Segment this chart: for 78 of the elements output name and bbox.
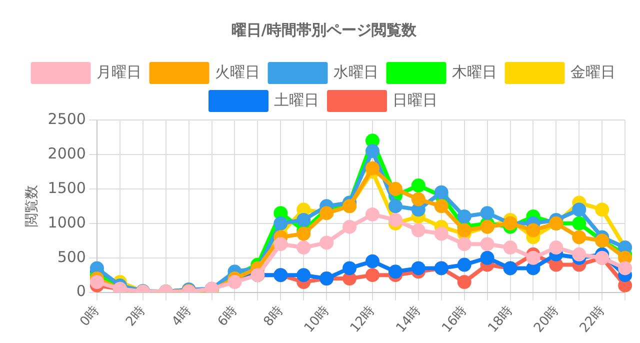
point bbox=[365, 254, 380, 268]
point bbox=[503, 240, 518, 255]
point bbox=[365, 207, 380, 222]
point bbox=[411, 192, 426, 206]
point bbox=[388, 182, 402, 196]
point bbox=[388, 264, 402, 279]
point bbox=[434, 199, 448, 214]
legend-label: 月曜日 bbox=[96, 62, 142, 81]
point bbox=[274, 206, 288, 220]
legend-label: 日曜日 bbox=[392, 90, 438, 109]
point bbox=[342, 272, 357, 286]
point bbox=[572, 230, 586, 244]
x-tick-label: 0時 bbox=[77, 303, 103, 330]
point bbox=[572, 247, 586, 262]
point bbox=[595, 202, 610, 217]
x-tick-label: 2時 bbox=[123, 303, 149, 330]
x-tick-label: 10時 bbox=[302, 303, 332, 336]
point bbox=[411, 178, 426, 192]
y-tick-label: 1500 bbox=[48, 178, 86, 197]
point bbox=[618, 261, 632, 276]
point bbox=[228, 275, 242, 289]
y-axis-title: 閲覧数 bbox=[24, 185, 40, 228]
y-tick-label: 2000 bbox=[48, 144, 86, 162]
legend-label: 水曜日 bbox=[333, 62, 378, 81]
point bbox=[457, 237, 472, 252]
point bbox=[457, 275, 472, 289]
legend-label: 金曜日 bbox=[570, 62, 616, 81]
point bbox=[274, 237, 288, 252]
x-tick-label: 20時 bbox=[531, 303, 562, 336]
y-tick-label: 2500 bbox=[48, 110, 86, 128]
point bbox=[480, 237, 494, 252]
x-tick-label: 4時 bbox=[169, 303, 194, 330]
point bbox=[365, 134, 380, 148]
chart-title: 曜日/時間帯別ページ閲覧数 bbox=[231, 20, 418, 39]
point bbox=[618, 278, 632, 292]
point bbox=[296, 268, 311, 282]
point bbox=[90, 261, 104, 276]
point bbox=[572, 216, 586, 230]
point bbox=[365, 161, 380, 176]
point bbox=[365, 268, 380, 282]
point bbox=[411, 202, 426, 217]
legend-label: 火曜日 bbox=[214, 62, 260, 81]
point bbox=[296, 202, 311, 217]
point bbox=[572, 202, 586, 217]
point bbox=[342, 220, 357, 234]
point bbox=[411, 223, 426, 238]
point bbox=[365, 144, 380, 158]
point bbox=[549, 240, 564, 255]
point bbox=[434, 226, 448, 241]
point bbox=[526, 250, 540, 265]
point bbox=[411, 261, 426, 276]
x-tick-label: 18時 bbox=[485, 303, 516, 336]
point bbox=[480, 250, 494, 265]
x-tick-label: 14時 bbox=[394, 303, 424, 336]
x-tick-label: 22時 bbox=[577, 303, 608, 336]
point bbox=[457, 258, 472, 272]
point bbox=[342, 261, 357, 276]
point bbox=[388, 199, 402, 214]
point bbox=[388, 212, 402, 227]
point bbox=[296, 212, 311, 227]
y-tick-label: 0 bbox=[76, 282, 86, 300]
y-tick-label: 500 bbox=[57, 248, 86, 266]
point bbox=[320, 236, 334, 250]
y-tick-label: 1000 bbox=[48, 213, 86, 232]
point bbox=[296, 240, 311, 255]
legend-label: 木曜日 bbox=[452, 62, 497, 81]
x-tick-label: 12時 bbox=[348, 303, 378, 336]
x-tick-label: 16時 bbox=[439, 303, 470, 336]
point bbox=[274, 216, 288, 230]
point bbox=[618, 250, 632, 265]
x-tick-label: 8時 bbox=[261, 303, 286, 330]
x-tick-label: 6時 bbox=[215, 303, 240, 330]
point bbox=[480, 206, 494, 220]
point bbox=[526, 223, 540, 238]
point bbox=[90, 275, 104, 289]
point bbox=[549, 258, 564, 272]
point bbox=[526, 261, 540, 276]
legend-label: 土曜日 bbox=[274, 90, 319, 109]
